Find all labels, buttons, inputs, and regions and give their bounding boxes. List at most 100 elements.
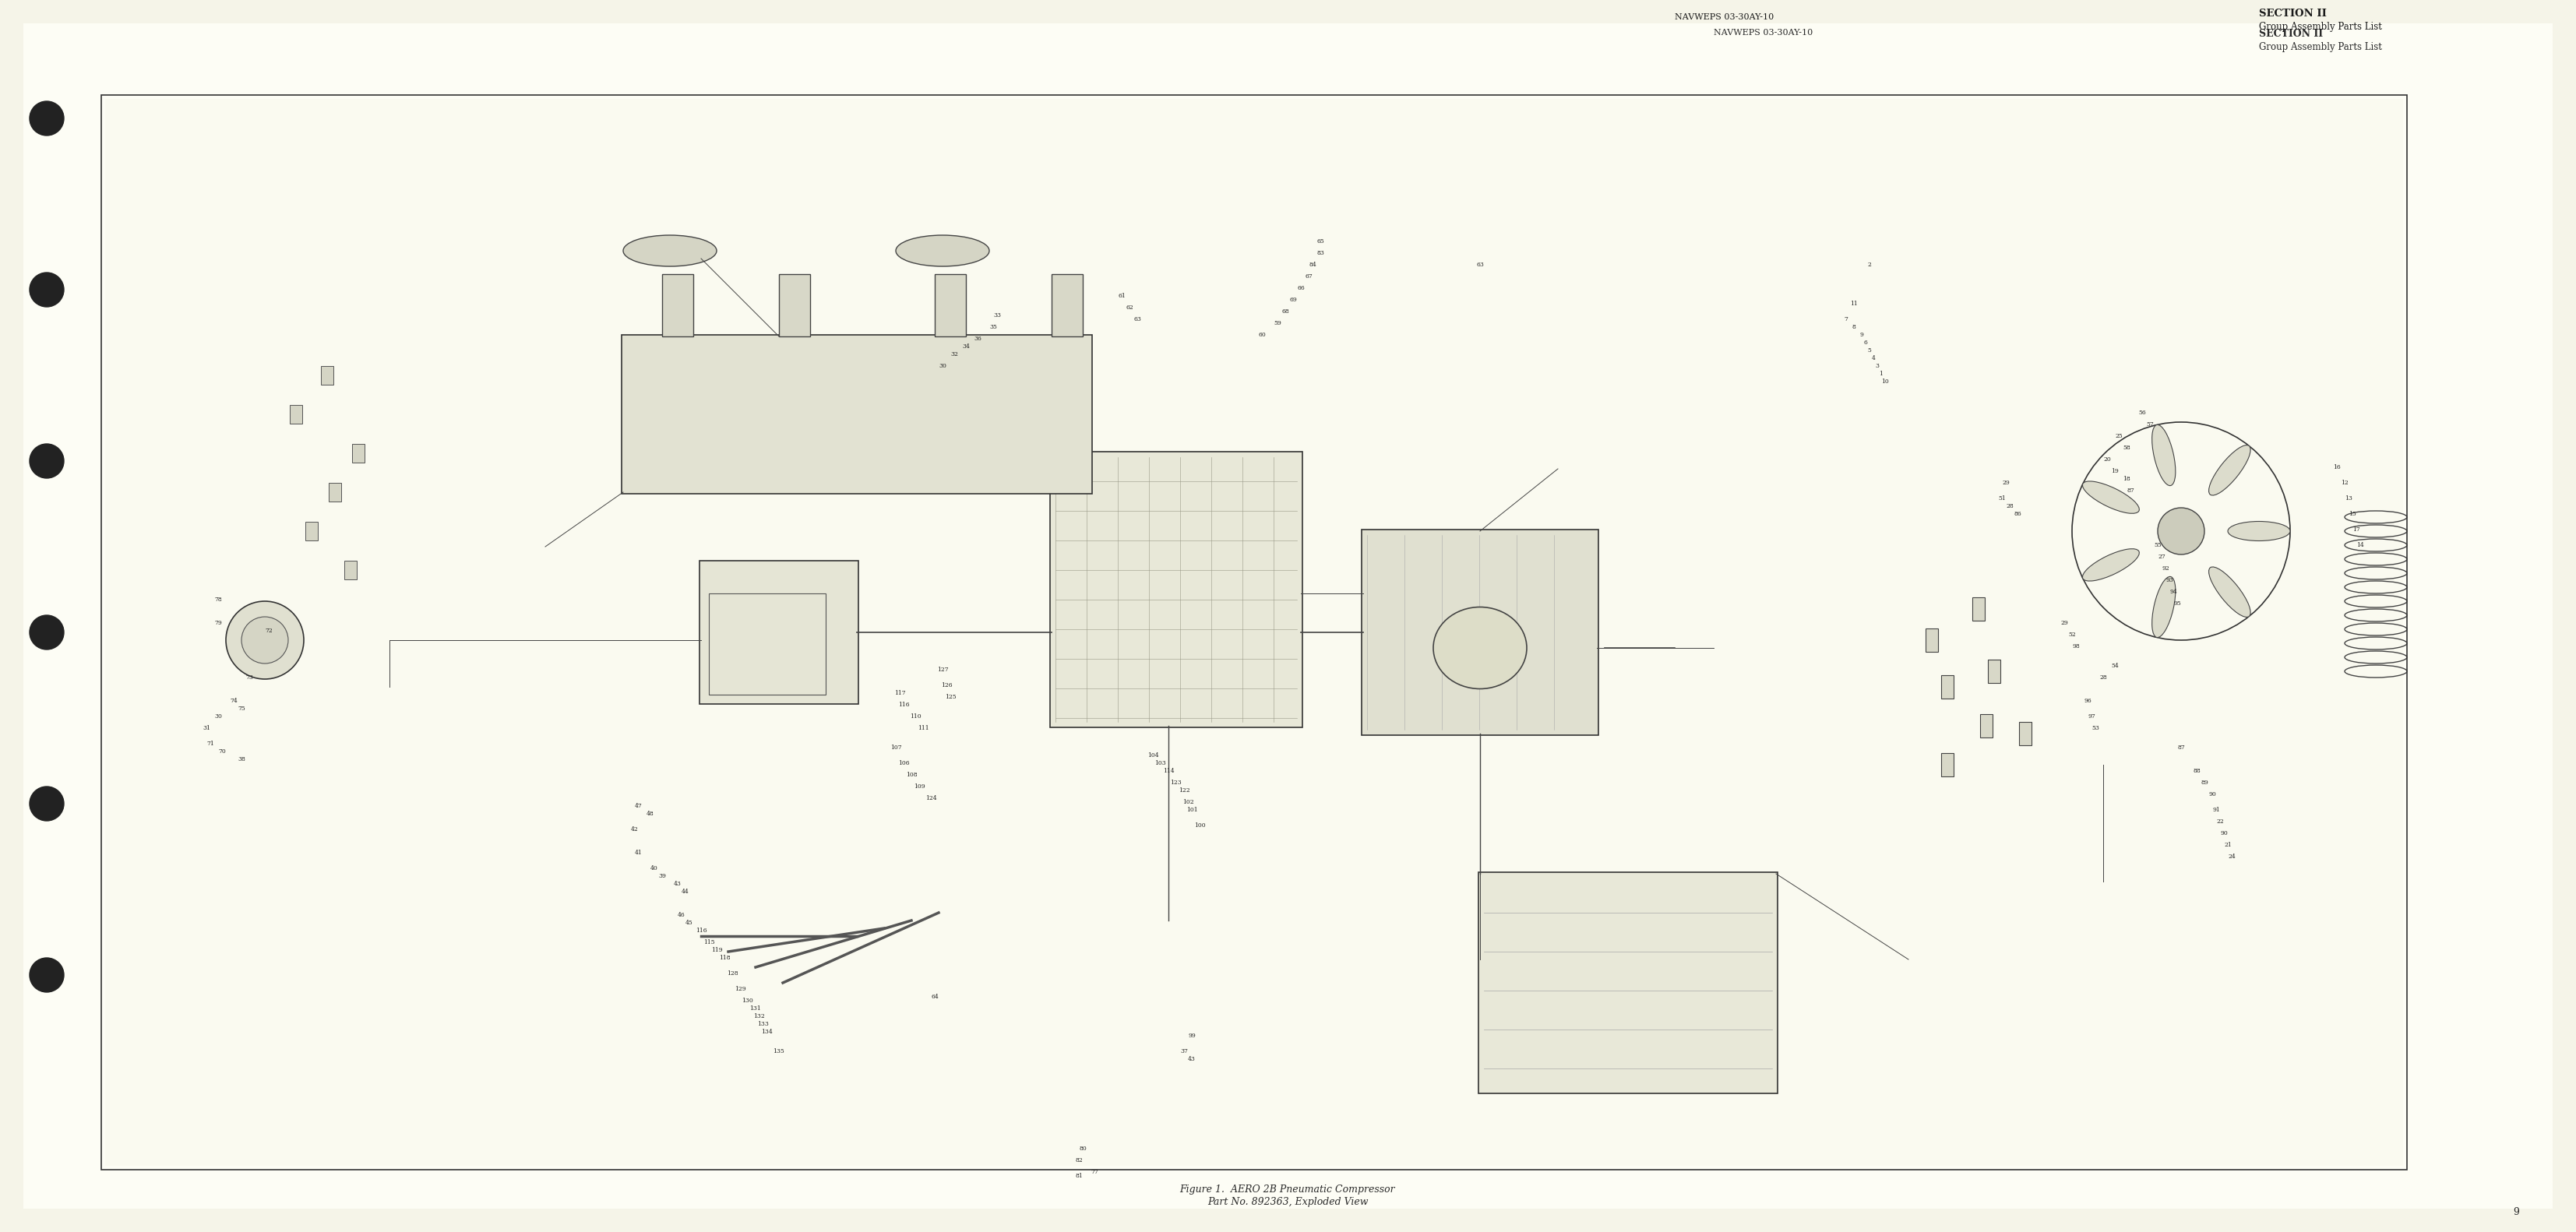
Text: 84: 84 — [1309, 261, 1316, 267]
Text: 73: 73 — [245, 674, 252, 680]
Circle shape — [28, 272, 64, 307]
Text: 28: 28 — [2007, 503, 2014, 509]
Text: 4: 4 — [1873, 355, 1875, 361]
Text: 114: 114 — [1162, 768, 1175, 774]
Bar — [1051, 275, 1082, 336]
Text: 68: 68 — [1280, 308, 1288, 314]
Text: 106: 106 — [899, 760, 909, 766]
Text: 58: 58 — [2123, 445, 2130, 451]
Text: 62: 62 — [1126, 304, 1133, 310]
Text: 128: 128 — [726, 971, 737, 977]
Text: 99: 99 — [1188, 1032, 1195, 1039]
Text: 98: 98 — [2071, 643, 2079, 649]
Text: 107: 107 — [891, 744, 902, 750]
Bar — [307, 522, 317, 541]
Text: 55: 55 — [2154, 542, 2161, 548]
Bar — [1973, 598, 1984, 621]
Text: 7: 7 — [1844, 317, 1847, 323]
FancyBboxPatch shape — [1363, 530, 1600, 736]
Bar — [289, 405, 301, 424]
Text: 38: 38 — [237, 756, 245, 763]
Text: 78: 78 — [214, 596, 222, 602]
Text: 102: 102 — [1182, 800, 1193, 806]
Text: 66: 66 — [1298, 285, 1303, 291]
Text: 27: 27 — [2159, 553, 2166, 559]
Text: 93: 93 — [2166, 577, 2174, 583]
Text: 130: 130 — [742, 998, 755, 1004]
Text: Figure 1.  AERO 2B Pneumatic Compressor: Figure 1. AERO 2B Pneumatic Compressor — [1180, 1184, 1396, 1194]
Text: 94: 94 — [2169, 589, 2177, 595]
Ellipse shape — [2151, 425, 2177, 485]
Text: 33: 33 — [994, 312, 1002, 319]
Text: 15: 15 — [2349, 511, 2357, 517]
Text: 89: 89 — [2200, 780, 2208, 786]
Text: 31: 31 — [204, 724, 211, 732]
Text: 30: 30 — [214, 713, 222, 719]
FancyBboxPatch shape — [1479, 872, 1777, 1093]
Text: 96: 96 — [2084, 697, 2092, 703]
Bar — [2020, 722, 2032, 745]
Text: 1: 1 — [1880, 371, 1883, 377]
Text: 124: 124 — [925, 795, 938, 801]
Text: 61: 61 — [1118, 293, 1126, 299]
Text: 87: 87 — [2128, 488, 2136, 494]
Text: 24: 24 — [2228, 854, 2236, 860]
Text: 129: 129 — [734, 986, 744, 992]
Circle shape — [28, 615, 64, 649]
Bar — [708, 594, 827, 695]
Text: 109: 109 — [914, 784, 925, 790]
Text: 132: 132 — [755, 1013, 765, 1019]
Text: 115: 115 — [703, 939, 714, 945]
Ellipse shape — [623, 235, 716, 266]
Text: 131: 131 — [750, 1005, 762, 1011]
Text: 41: 41 — [634, 850, 641, 856]
FancyBboxPatch shape — [621, 335, 1092, 494]
Text: SECTION II: SECTION II — [2259, 28, 2324, 39]
Ellipse shape — [2208, 567, 2251, 617]
Text: 79: 79 — [214, 620, 222, 626]
Text: 5: 5 — [1868, 347, 1870, 354]
Text: 60: 60 — [1257, 331, 1265, 338]
Ellipse shape — [2159, 508, 2205, 554]
Text: NAVWEPS 03-30AY-10: NAVWEPS 03-30AY-10 — [1713, 28, 1814, 37]
Text: 13: 13 — [2344, 495, 2352, 501]
Text: 87: 87 — [2177, 744, 2184, 750]
Text: 135: 135 — [773, 1048, 786, 1055]
Text: 52: 52 — [2069, 632, 2076, 638]
Text: 6: 6 — [1862, 340, 1868, 346]
Text: 8: 8 — [1852, 324, 1855, 330]
Bar — [1942, 675, 1953, 699]
Text: 2: 2 — [1868, 261, 1870, 267]
Text: 82: 82 — [1074, 1157, 1082, 1163]
Circle shape — [28, 101, 64, 136]
Text: 110: 110 — [909, 713, 922, 719]
Text: 65: 65 — [1316, 238, 1324, 244]
Text: 53: 53 — [2092, 724, 2099, 732]
Text: 71: 71 — [206, 740, 214, 747]
Text: 91: 91 — [2213, 807, 2221, 813]
Text: 47: 47 — [634, 803, 641, 809]
Text: 28: 28 — [2099, 674, 2107, 680]
Bar — [935, 275, 966, 336]
Bar — [1942, 753, 1953, 776]
Text: 42: 42 — [631, 827, 639, 833]
Text: 18: 18 — [2123, 476, 2130, 482]
Ellipse shape — [1432, 607, 1528, 689]
Text: 70: 70 — [219, 748, 227, 755]
Text: 90: 90 — [2221, 830, 2228, 837]
Text: 3: 3 — [1875, 363, 1880, 370]
Text: 126: 126 — [940, 683, 953, 689]
Ellipse shape — [1409, 585, 1551, 710]
Text: 19: 19 — [2112, 468, 2117, 474]
Ellipse shape — [896, 235, 989, 266]
FancyBboxPatch shape — [1051, 452, 1303, 727]
Text: 111: 111 — [917, 724, 930, 732]
Text: 22: 22 — [2215, 818, 2223, 824]
Text: 83: 83 — [1316, 250, 1324, 256]
Circle shape — [28, 444, 64, 478]
Text: 39: 39 — [659, 873, 667, 880]
Text: 57: 57 — [2146, 421, 2154, 428]
Text: 44: 44 — [683, 888, 690, 894]
Bar — [1927, 628, 1937, 652]
Ellipse shape — [2081, 482, 2138, 514]
